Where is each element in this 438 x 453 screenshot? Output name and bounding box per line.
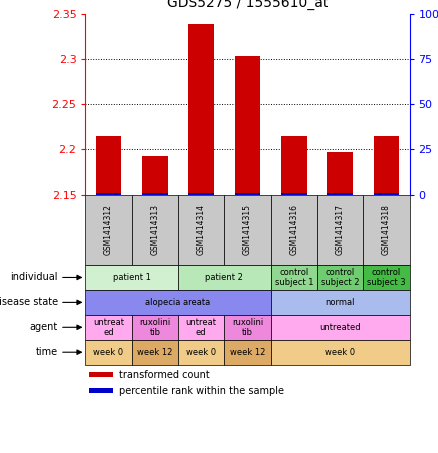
Bar [271, 290, 410, 315]
Bar [96, 193, 121, 195]
Bar [271, 315, 410, 340]
Text: normal: normal [325, 298, 355, 307]
Bar [317, 195, 363, 265]
Text: GSM1414312: GSM1414312 [104, 204, 113, 255]
Bar [85, 290, 271, 315]
Text: agent: agent [29, 322, 58, 333]
Bar [363, 265, 410, 290]
Bar [188, 193, 214, 195]
Text: week 12: week 12 [137, 348, 173, 357]
Text: GSM1414313: GSM1414313 [150, 204, 159, 255]
Bar [178, 340, 224, 365]
Text: transformed count: transformed count [120, 370, 210, 380]
Bar [96, 136, 121, 195]
Text: GSM1414315: GSM1414315 [243, 204, 252, 255]
Text: week 0: week 0 [93, 348, 124, 357]
Bar [85, 340, 132, 365]
Bar [281, 193, 307, 195]
Text: control
subject 3: control subject 3 [367, 268, 406, 287]
Bar [271, 265, 317, 290]
Bar [374, 136, 399, 195]
Bar [178, 195, 224, 265]
Bar [224, 315, 271, 340]
Text: control
subject 1: control subject 1 [275, 268, 313, 287]
Text: untreated: untreated [319, 323, 361, 332]
Bar [132, 340, 178, 365]
Bar [363, 195, 410, 265]
Bar [178, 315, 224, 340]
Text: percentile rank within the sample: percentile rank within the sample [120, 386, 284, 396]
Bar [88, 372, 113, 377]
Bar [327, 193, 353, 195]
Text: alopecia areata: alopecia areata [145, 298, 211, 307]
Bar [142, 193, 168, 195]
Bar [224, 195, 271, 265]
Text: GSM1414316: GSM1414316 [289, 204, 298, 255]
Bar [132, 315, 178, 340]
Bar [317, 265, 363, 290]
Bar [271, 195, 317, 265]
Bar [188, 24, 214, 195]
Text: patient 1: patient 1 [113, 273, 151, 282]
Text: individual: individual [10, 272, 58, 283]
Bar [142, 156, 168, 195]
Bar [281, 136, 307, 195]
Bar [85, 265, 178, 290]
Text: control
subject 2: control subject 2 [321, 268, 359, 287]
Text: disease state: disease state [0, 297, 58, 308]
Bar [235, 193, 260, 195]
Text: week 0: week 0 [325, 348, 355, 357]
Text: patient 2: patient 2 [205, 273, 243, 282]
Bar [85, 315, 132, 340]
Bar [374, 193, 399, 195]
Text: week 12: week 12 [230, 348, 265, 357]
Text: GSM1414314: GSM1414314 [197, 204, 206, 255]
Text: time: time [35, 347, 58, 357]
Text: GSM1414317: GSM1414317 [336, 204, 345, 255]
Text: ruxolini
tib: ruxolini tib [139, 318, 170, 337]
Text: untreat
ed: untreat ed [186, 318, 217, 337]
Bar [235, 56, 260, 195]
Bar [327, 152, 353, 195]
Bar [132, 195, 178, 265]
Title: GDS5275 / 1555610_at: GDS5275 / 1555610_at [167, 0, 328, 10]
Bar [178, 265, 271, 290]
Bar [88, 388, 113, 393]
Text: ruxolini
tib: ruxolini tib [232, 318, 263, 337]
Bar [271, 340, 410, 365]
Bar [224, 340, 271, 365]
Text: untreat
ed: untreat ed [93, 318, 124, 337]
Text: week 0: week 0 [186, 348, 216, 357]
Text: GSM1414318: GSM1414318 [382, 204, 391, 255]
Bar [85, 195, 132, 265]
